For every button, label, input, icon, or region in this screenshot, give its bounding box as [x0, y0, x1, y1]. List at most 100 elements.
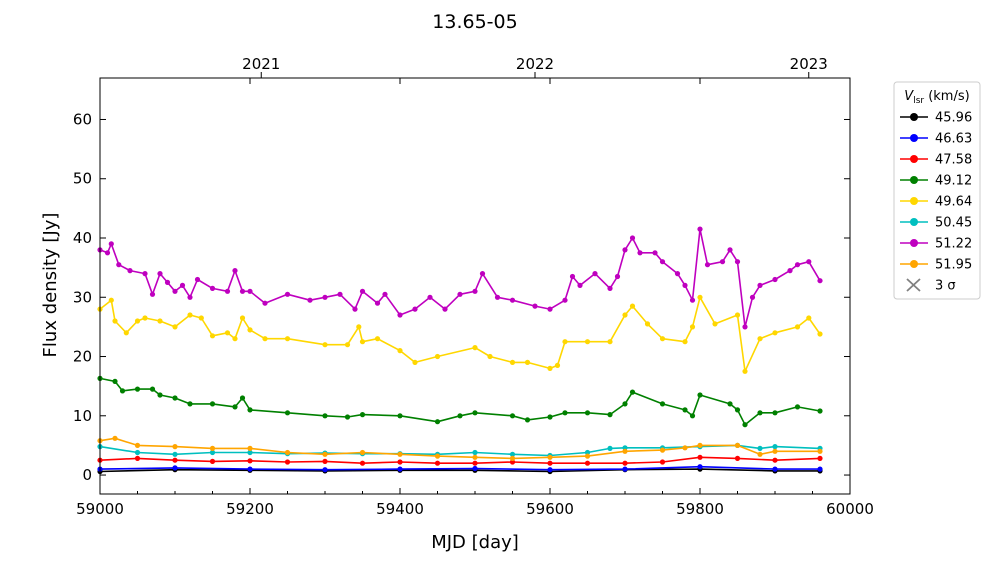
data-point: [172, 288, 178, 294]
data-point: [142, 315, 148, 321]
data-point: [247, 449, 253, 456]
data-point: [607, 339, 613, 345]
data-point: [284, 410, 291, 416]
data-point: [239, 395, 246, 401]
data-point: [209, 445, 216, 451]
data-point: [772, 410, 778, 416]
data-point: [112, 435, 118, 441]
data-point: [442, 306, 448, 312]
y-tick-label: 60: [73, 110, 92, 128]
data-point: [682, 339, 688, 345]
data-point: [734, 442, 741, 448]
data-point: [284, 291, 291, 297]
data-point: [659, 447, 666, 453]
data-point: [697, 226, 703, 232]
data-point: [164, 279, 171, 285]
series-line: [99, 468, 820, 473]
data-point: [547, 306, 553, 312]
data-point: [472, 449, 478, 456]
data-point: [509, 297, 516, 303]
x-marker-stroke: [906, 278, 921, 292]
data-point: [104, 250, 111, 256]
data-point: [434, 460, 441, 466]
data-point: [434, 353, 441, 360]
data-point: [239, 288, 246, 294]
data-point: [794, 404, 801, 410]
plot-area: [97, 226, 823, 475]
data-point: [734, 259, 741, 265]
data-point: [757, 445, 763, 451]
data-point: [562, 297, 568, 303]
series-line: [99, 437, 820, 460]
data-point: [817, 466, 823, 472]
legend-title: Vlsr (km/s): [904, 89, 969, 106]
data-point: [374, 336, 381, 342]
data-point: [209, 333, 216, 339]
data-point: [149, 291, 156, 297]
data-point: [806, 315, 812, 321]
legend-marker: [910, 197, 918, 205]
data-point: [682, 407, 688, 413]
data-point: [134, 449, 141, 456]
data-point: [607, 445, 613, 451]
data-point: [509, 459, 516, 465]
data-point: [179, 282, 186, 288]
data-point: [322, 342, 328, 348]
data-point: [172, 465, 178, 471]
data-point: [434, 453, 441, 459]
data-point: [547, 460, 553, 466]
y-tick-label: 20: [73, 348, 92, 366]
data-point: [172, 324, 178, 330]
data-point: [757, 410, 763, 416]
data-point: [637, 250, 643, 256]
year-tick-label: 2023: [790, 55, 828, 73]
data-point: [749, 294, 756, 300]
data-point: [112, 378, 118, 384]
data-point: [187, 312, 193, 318]
data-point: [359, 460, 366, 466]
data-point: [689, 324, 696, 330]
data-point: [652, 250, 658, 256]
data-point: [772, 466, 778, 472]
series-line: [99, 456, 821, 465]
data-point: [172, 395, 178, 401]
data-point: [644, 321, 651, 327]
data-point: [674, 271, 681, 277]
data-point: [607, 412, 613, 418]
data-point: [817, 448, 823, 454]
y-tick-label: 0: [82, 466, 92, 484]
data-point: [757, 336, 763, 342]
series-51.95: [97, 435, 823, 461]
data-point: [569, 273, 576, 280]
data-point: [134, 455, 141, 461]
data-point: [247, 327, 253, 333]
data-point: [397, 466, 403, 472]
data-point: [659, 336, 666, 342]
data-point: [584, 339, 591, 345]
data-point: [532, 303, 538, 309]
data-point: [359, 412, 366, 418]
data-point: [806, 259, 812, 265]
data-point: [359, 339, 366, 345]
data-point: [734, 455, 741, 461]
data-point: [322, 451, 328, 457]
data-point: [247, 407, 253, 413]
data-point: [232, 268, 238, 274]
data-point: [787, 268, 793, 274]
data-point: [472, 288, 478, 294]
data-point: [622, 466, 628, 472]
legend-label-3sigma: 3 σ: [935, 279, 956, 294]
data-point: [622, 312, 628, 318]
data-point: [262, 300, 268, 306]
data-point: [629, 303, 636, 309]
data-point: [209, 458, 216, 464]
data-point: [472, 454, 478, 460]
legend-label: 46.63: [935, 132, 972, 147]
x-tick-label: 59200: [226, 500, 274, 518]
data-point: [554, 362, 561, 368]
legend-marker: [910, 176, 918, 184]
year-tick-label: 2021: [242, 55, 280, 73]
data-point: [123, 330, 129, 336]
legend-x-marker: [906, 278, 921, 292]
